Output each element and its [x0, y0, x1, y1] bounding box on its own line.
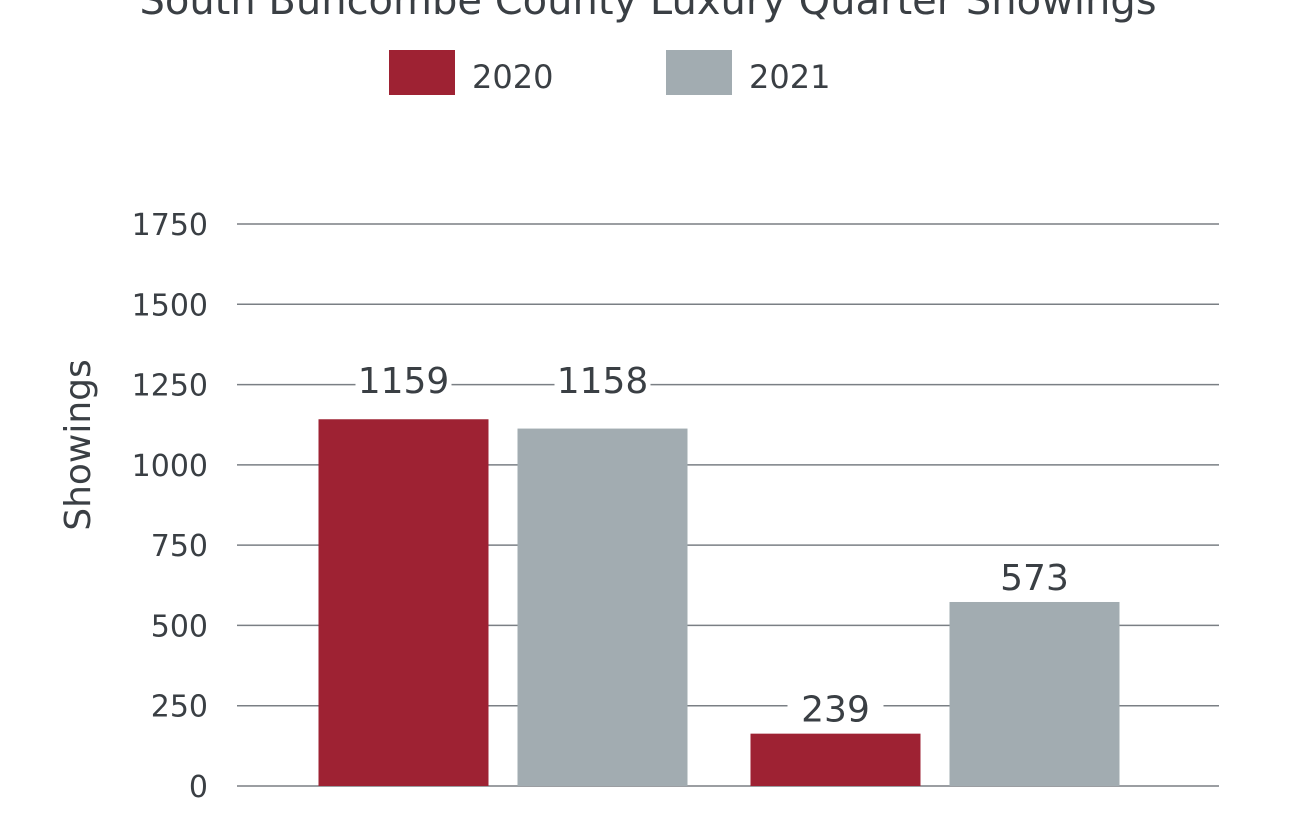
bar-2021-0	[517, 428, 688, 786]
data-label-knockout	[554, 360, 651, 402]
data-label-knockout	[986, 556, 1083, 599]
data-labels: 1159 239 1158 573	[355, 360, 1083, 731]
data-label-2020-0: 1159	[358, 361, 450, 402]
legend-swatch-2021	[666, 50, 732, 95]
y-tick-label: 1000	[132, 449, 208, 484]
bar-2020-0	[318, 419, 489, 786]
data-label-knockout	[355, 360, 452, 402]
y-tick-label: 500	[151, 609, 208, 644]
legend-swatch-2020	[389, 50, 455, 95]
bar-2021-1	[949, 601, 1120, 786]
bars	[318, 419, 1120, 786]
data-label-knockout	[787, 688, 884, 731]
legend: 2020 2021	[389, 50, 830, 96]
bar-2020-1	[750, 733, 921, 786]
data-label-2021-1: 573	[1000, 558, 1069, 599]
y-tick-label: 1750	[132, 208, 208, 243]
y-tick-label: 750	[151, 529, 208, 564]
y-tick-label: 250	[151, 690, 208, 725]
y-axis-title: Showings	[58, 359, 99, 531]
chart-title: South Buncombe County Luxury Quarter Sho…	[139, 0, 1156, 24]
y-tick-label: 1500	[132, 288, 208, 323]
y-tick-label: 1250	[132, 369, 208, 404]
legend-label-2020: 2020	[472, 58, 553, 96]
y-tick-labels: 0 250 500 750 1000 1250 1500 1750	[132, 208, 208, 805]
data-label-2020-1: 239	[801, 690, 870, 731]
y-tick-label: 0	[189, 770, 208, 805]
legend-label-2021: 2021	[749, 58, 830, 96]
data-label-2021-0: 1158	[557, 361, 649, 402]
